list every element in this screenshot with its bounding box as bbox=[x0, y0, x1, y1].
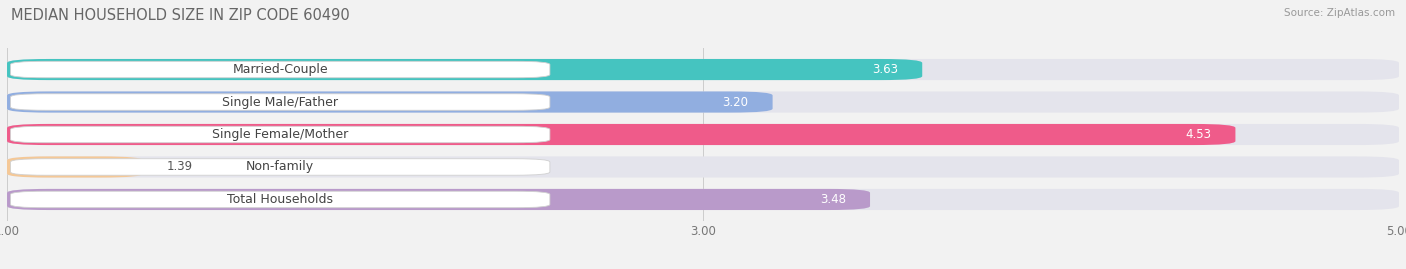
FancyBboxPatch shape bbox=[7, 124, 1236, 145]
FancyBboxPatch shape bbox=[7, 189, 1399, 210]
Text: 3.63: 3.63 bbox=[872, 63, 898, 76]
FancyBboxPatch shape bbox=[7, 91, 773, 112]
Text: MEDIAN HOUSEHOLD SIZE IN ZIP CODE 60490: MEDIAN HOUSEHOLD SIZE IN ZIP CODE 60490 bbox=[11, 8, 350, 23]
FancyBboxPatch shape bbox=[7, 157, 143, 178]
Text: 3.20: 3.20 bbox=[723, 95, 748, 108]
Text: 3.48: 3.48 bbox=[820, 193, 845, 206]
FancyBboxPatch shape bbox=[10, 191, 550, 208]
FancyBboxPatch shape bbox=[7, 91, 1399, 112]
FancyBboxPatch shape bbox=[7, 59, 1399, 80]
Text: Single Male/Father: Single Male/Father bbox=[222, 95, 339, 108]
Text: Non-family: Non-family bbox=[246, 161, 315, 174]
Text: Source: ZipAtlas.com: Source: ZipAtlas.com bbox=[1284, 8, 1395, 18]
FancyBboxPatch shape bbox=[7, 189, 870, 210]
FancyBboxPatch shape bbox=[7, 157, 1399, 178]
FancyBboxPatch shape bbox=[7, 124, 1399, 145]
Text: 1.39: 1.39 bbox=[167, 161, 193, 174]
FancyBboxPatch shape bbox=[10, 159, 550, 175]
FancyBboxPatch shape bbox=[10, 61, 550, 78]
Text: Total Households: Total Households bbox=[228, 193, 333, 206]
Text: Single Female/Mother: Single Female/Mother bbox=[212, 128, 349, 141]
Text: Married-Couple: Married-Couple bbox=[232, 63, 328, 76]
Text: 4.53: 4.53 bbox=[1185, 128, 1211, 141]
FancyBboxPatch shape bbox=[10, 126, 550, 143]
FancyBboxPatch shape bbox=[10, 94, 550, 110]
FancyBboxPatch shape bbox=[7, 59, 922, 80]
